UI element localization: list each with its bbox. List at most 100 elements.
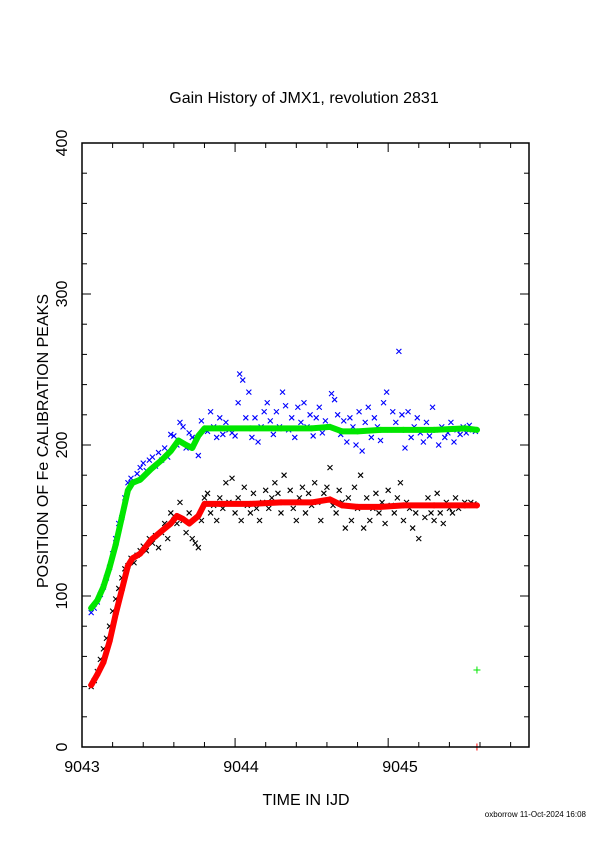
data-point-x: [319, 430, 326, 436]
data-point-x: [431, 517, 437, 524]
data-point-x: [345, 494, 352, 501]
data-point-x: [351, 484, 358, 491]
data-point-x: [420, 439, 427, 445]
data-point-x: [198, 517, 205, 524]
data-point-x: [363, 494, 370, 501]
series-point: [278, 499, 285, 506]
x-tick-label-9043: 9043: [64, 759, 100, 776]
data-point-x: [348, 517, 355, 524]
series-point: [100, 583, 107, 590]
data-point-x: [186, 430, 193, 436]
series-point: [175, 437, 182, 444]
series-point: [201, 500, 208, 507]
data-point-x: [451, 439, 457, 445]
series-point: [354, 503, 361, 510]
data-point-x: [164, 535, 171, 542]
data-point-x: [207, 510, 214, 516]
data-point-x: [392, 419, 399, 426]
data-point-x: [137, 464, 144, 471]
x-axis-label: TIME IN IJD: [262, 792, 349, 809]
data-point-x: [322, 417, 329, 424]
series-point: [124, 487, 131, 494]
data-point-x: [253, 505, 260, 512]
data-point-x: [342, 525, 349, 531]
data-point-x: [239, 377, 246, 383]
series-point: [137, 550, 144, 557]
series-point: [473, 426, 480, 433]
data-point-x: [311, 479, 318, 486]
series-point: [216, 425, 223, 432]
series-point: [112, 541, 119, 548]
data-point-x: [449, 510, 456, 516]
y-tick-label-100: 100: [54, 583, 71, 610]
data-point-x: [324, 484, 330, 491]
y-tick-label-400: 400: [54, 130, 71, 157]
data-point-x: [435, 442, 442, 448]
data-point-x: [155, 449, 162, 456]
data-point-x: [356, 408, 362, 415]
data-point-x: [180, 423, 186, 430]
series-point: [461, 425, 468, 432]
data-point-x: [302, 510, 309, 516]
data-point-x: [161, 445, 168, 451]
data-point-plus: [473, 666, 481, 674]
data-point-x: [290, 505, 297, 512]
series-point: [118, 586, 125, 593]
series-point: [377, 426, 384, 433]
series-point: [167, 520, 174, 527]
data-point-x: [334, 411, 341, 418]
data-point-x: [317, 517, 324, 524]
series-point: [94, 671, 101, 678]
data-point-x: [267, 417, 274, 424]
data-point-x: [170, 433, 177, 439]
series-point: [339, 428, 346, 435]
data-point-x: [155, 544, 162, 551]
data-point-x: [399, 411, 405, 418]
data-point-x: [394, 494, 401, 501]
data-point-x: [213, 434, 220, 441]
data-point-x: [177, 499, 183, 506]
series-point: [106, 564, 113, 571]
data-point-x: [232, 433, 238, 439]
y-axis-label: POSITION OF Fe CALIBRATION PEAKS: [35, 294, 52, 588]
y-tick-label-200: 200: [54, 432, 71, 459]
data-point-x: [88, 609, 95, 616]
series-point: [461, 502, 468, 509]
data-point-x: [383, 389, 390, 396]
data-point-x: [400, 517, 407, 524]
data-point-x: [201, 494, 208, 501]
data-point-x: [255, 439, 261, 445]
data-point-x: [192, 540, 199, 547]
data-point-x: [457, 431, 464, 438]
series-point: [201, 425, 208, 432]
data-point-x: [434, 490, 441, 497]
data-point-x: [241, 484, 248, 491]
data-point-x: [380, 399, 387, 406]
series-point: [129, 479, 136, 486]
data-point-x: [287, 487, 294, 494]
series-point: [180, 515, 187, 522]
series-point: [158, 528, 165, 535]
series-point: [354, 428, 361, 435]
data-point-x: [440, 520, 447, 527]
data-point-x: [261, 408, 268, 415]
x-tick-label-9044: 9044: [223, 759, 259, 776]
data-point-x: [219, 431, 226, 438]
data-point-x: [294, 404, 301, 411]
data-point-x: [389, 408, 396, 415]
data-point-x: [235, 494, 242, 501]
data-point-x: [331, 396, 338, 403]
data-point-x: [186, 510, 193, 516]
data-point-x: [282, 402, 289, 409]
series-point: [147, 466, 154, 473]
series-point: [173, 512, 180, 519]
data-point-x: [336, 487, 343, 494]
data-point-x: [347, 414, 353, 421]
y-tick-label-0: 0: [54, 742, 71, 751]
series-point: [158, 457, 165, 464]
plot-marks: [88, 348, 481, 751]
series-point: [308, 499, 315, 506]
data-point-x: [288, 414, 295, 421]
series-point: [106, 638, 113, 645]
